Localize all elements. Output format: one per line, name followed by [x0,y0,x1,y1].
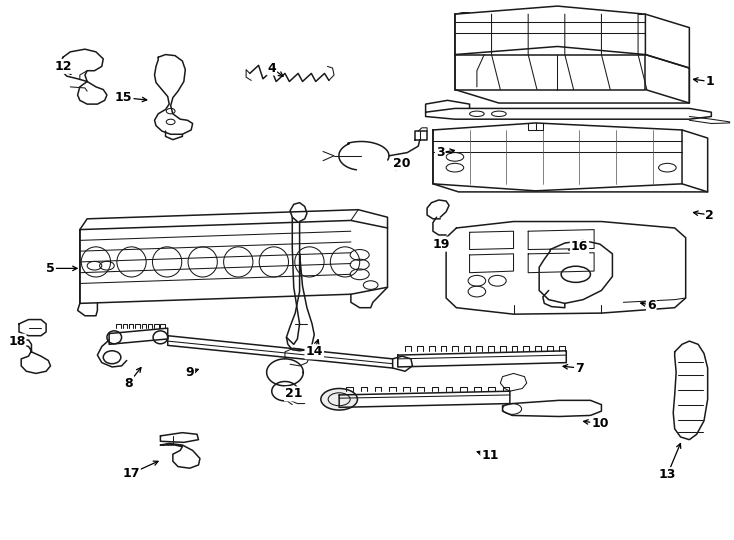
Text: 2: 2 [705,208,714,221]
Text: 20: 20 [393,157,411,170]
Ellipse shape [321,388,357,410]
Text: 18: 18 [8,335,26,348]
Text: 6: 6 [647,299,655,312]
Text: 14: 14 [305,346,323,359]
Text: 9: 9 [186,366,194,379]
Text: 12: 12 [54,60,72,73]
Text: 17: 17 [123,467,140,480]
Text: 19: 19 [433,238,451,251]
Text: 21: 21 [285,387,302,400]
Text: 10: 10 [591,417,608,430]
Text: 5: 5 [46,262,55,275]
Text: 4: 4 [267,62,276,75]
Text: 16: 16 [571,240,588,253]
Text: 1: 1 [705,75,714,88]
Text: 8: 8 [125,376,133,389]
Text: 7: 7 [575,361,584,375]
Text: 11: 11 [482,449,499,462]
Text: 15: 15 [115,91,133,104]
Text: 3: 3 [436,146,445,159]
Text: 13: 13 [658,468,676,481]
